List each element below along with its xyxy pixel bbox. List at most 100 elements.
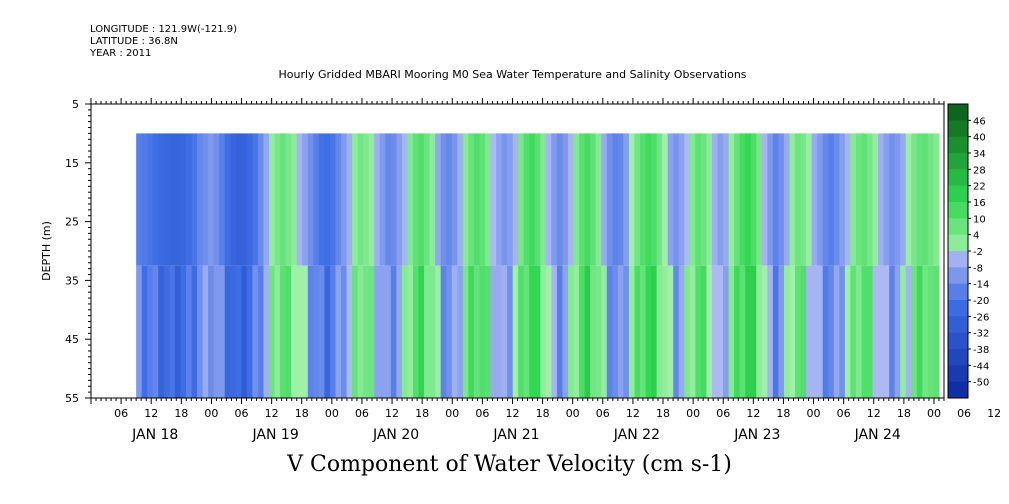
colorbar-segment bbox=[948, 267, 968, 285]
heatmap-cell bbox=[595, 265, 602, 398]
heatmap-cell bbox=[817, 265, 824, 398]
heatmap-cell bbox=[152, 133, 159, 266]
y-tick-label: 55 bbox=[65, 392, 79, 405]
heatmap-cell bbox=[684, 265, 691, 398]
heatmap-cell bbox=[274, 265, 281, 398]
heatmap-cell bbox=[518, 133, 525, 266]
colorbar-segment bbox=[948, 185, 968, 203]
heatmap-cell bbox=[850, 133, 857, 266]
heatmap-cell bbox=[335, 265, 342, 398]
heatmap-cell bbox=[534, 133, 541, 266]
heatmap-cell bbox=[357, 133, 364, 266]
heatmap-cell bbox=[329, 133, 337, 266]
heatmap-cell bbox=[496, 133, 503, 266]
heatmap-cell bbox=[235, 265, 242, 398]
heatmap-cell bbox=[806, 265, 813, 398]
longitude-label: LONGITUDE : 121.9W(-121.9) bbox=[90, 24, 237, 35]
heatmap-cell bbox=[850, 265, 857, 398]
heatmap-cell bbox=[706, 265, 713, 398]
heatmap-cell bbox=[246, 133, 254, 266]
heatmap-cell bbox=[855, 265, 863, 398]
heatmap-cell bbox=[745, 133, 752, 266]
x-day-label: JAN 19 bbox=[252, 427, 299, 443]
heatmap-cell bbox=[307, 133, 314, 266]
colorbar-segment bbox=[948, 136, 968, 154]
colorbar-label: -2 bbox=[973, 247, 983, 258]
heatmap-cell bbox=[484, 133, 492, 266]
heatmap-cell bbox=[257, 265, 265, 398]
heatmap-cell bbox=[352, 133, 359, 266]
heatmap-cell bbox=[916, 265, 923, 398]
heatmap-cell bbox=[163, 133, 170, 266]
heatmap-cell bbox=[706, 133, 713, 266]
x-hour-label: 18 bbox=[295, 407, 309, 420]
heatmap-cell bbox=[822, 265, 829, 398]
heatmap-cell bbox=[440, 265, 447, 398]
heatmap-cell bbox=[158, 265, 165, 398]
heatmap-cell bbox=[296, 265, 303, 398]
colorbar-label: -38 bbox=[973, 345, 989, 356]
colorbar-segment bbox=[948, 316, 968, 334]
heatmap-cell bbox=[252, 265, 259, 398]
heatmap-cell bbox=[385, 133, 392, 266]
heatmap-cell bbox=[700, 265, 708, 398]
heatmap-cell bbox=[446, 133, 453, 266]
heatmap-cell bbox=[601, 265, 608, 398]
heatmap-cell bbox=[562, 133, 569, 266]
x-hour-label: 12 bbox=[867, 407, 881, 420]
heatmap-cell bbox=[872, 265, 879, 398]
colorbar-segment bbox=[948, 251, 968, 268]
heatmap-cell bbox=[357, 265, 364, 398]
heatmap-cell bbox=[728, 265, 735, 398]
heatmap-cell bbox=[418, 133, 425, 266]
heatmap-cell bbox=[817, 133, 824, 266]
heatmap-cell bbox=[689, 265, 696, 398]
y-tick-label: 25 bbox=[65, 216, 79, 229]
variable-title: V Component of Water Velocity (cm s-1) bbox=[287, 452, 732, 477]
heatmap-cell bbox=[717, 265, 724, 398]
heatmap-cell bbox=[855, 133, 863, 266]
x-hour-label: 12 bbox=[385, 407, 399, 420]
colorbar-segment bbox=[948, 153, 968, 170]
colorbar-segment bbox=[948, 104, 968, 121]
x-hour-label: 00 bbox=[566, 407, 580, 420]
heatmap-cell bbox=[645, 265, 652, 398]
heatmap-cell bbox=[761, 133, 768, 266]
heatmap-cell bbox=[700, 133, 708, 266]
heatmap-cell bbox=[750, 133, 757, 266]
heatmap-cell bbox=[778, 265, 785, 398]
heatmap-cell bbox=[889, 265, 896, 398]
heatmap-cell bbox=[368, 265, 375, 398]
heatmap-cell bbox=[401, 265, 409, 398]
colorbar-segment bbox=[948, 365, 968, 383]
x-hour-label: 18 bbox=[536, 407, 550, 420]
x-hour-label: 12 bbox=[505, 407, 519, 420]
heatmap-cell bbox=[523, 265, 530, 398]
heatmap-cell bbox=[584, 133, 591, 266]
heatmap-cell bbox=[800, 133, 807, 266]
colorbar-segment bbox=[948, 218, 968, 236]
heatmap-cell bbox=[639, 133, 647, 266]
heatmap-cell bbox=[883, 133, 890, 266]
x-hour-label: 06 bbox=[114, 407, 128, 420]
heatmap-cell bbox=[839, 265, 846, 398]
heatmap-cell bbox=[595, 133, 602, 266]
heatmap-cell bbox=[446, 265, 453, 398]
heatmap-cell bbox=[927, 133, 935, 266]
heatmap-cell bbox=[197, 265, 204, 398]
heatmap-cell bbox=[717, 133, 724, 266]
heatmap-cell bbox=[922, 265, 929, 398]
heatmap-cell bbox=[833, 265, 840, 398]
heatmap-cell bbox=[307, 265, 314, 398]
heatmap-cell bbox=[839, 133, 846, 266]
colorbar-label: 4 bbox=[973, 231, 979, 242]
latitude-label: LATITUDE : 36.8N bbox=[90, 36, 178, 47]
heatmap-cell bbox=[324, 265, 331, 398]
heatmap-cell bbox=[634, 133, 641, 266]
heatmap-cell bbox=[147, 265, 154, 398]
heatmap-cell bbox=[844, 265, 851, 398]
colorbar-segment bbox=[948, 120, 968, 138]
x-hour-label: 18 bbox=[776, 407, 790, 420]
colorbar-segment bbox=[948, 381, 968, 399]
heatmap-cell bbox=[263, 133, 270, 266]
